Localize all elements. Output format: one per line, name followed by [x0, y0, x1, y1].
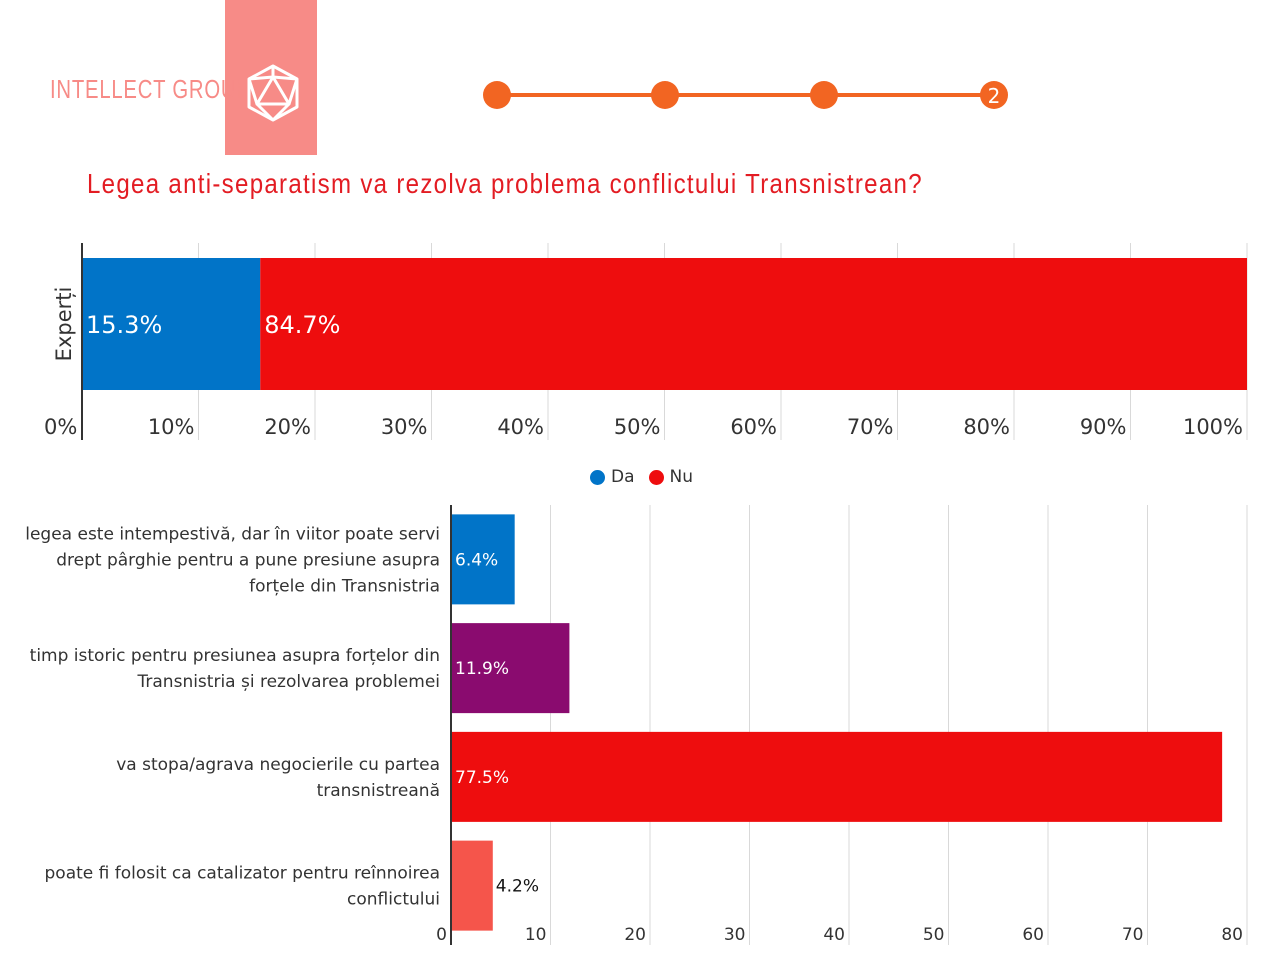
x-tick-label: 60%: [730, 415, 777, 439]
page-title: Legea anti-separatism va rezolva problem…: [87, 168, 923, 199]
x-tick-label: 40%: [497, 415, 544, 439]
category-label: conflictului: [347, 890, 440, 910]
step-dot[interactable]: [810, 81, 838, 109]
x-tick-label: 0: [436, 925, 447, 945]
category-label: timp istoric pentru presiunea asupra for…: [30, 646, 440, 666]
category-label: Transnistria și rezolvarea problemei: [137, 672, 440, 692]
brand-name: INTELLECT GROUP: [50, 74, 251, 104]
data-label: 84.7%: [264, 311, 340, 339]
bar-segment-nu: [260, 258, 1247, 390]
x-tick-label: 30%: [381, 415, 428, 439]
step-dot[interactable]: [483, 81, 511, 109]
legend-item-da[interactable]: Da: [590, 467, 635, 487]
y-axis-label: Experți: [52, 287, 76, 362]
x-tick-label: 20%: [264, 415, 311, 439]
x-tick-label: 20: [624, 925, 646, 945]
step-dot-current[interactable]: [980, 81, 1008, 109]
bar: [451, 623, 570, 714]
step-dot[interactable]: [651, 81, 679, 109]
x-tick-label: 100%: [1183, 415, 1243, 439]
category-label: forțele din Transnistria: [249, 576, 440, 596]
legend-item-nu[interactable]: Nu: [648, 467, 694, 487]
data-label: 15.3%: [86, 311, 162, 339]
x-tick-label: 60: [1022, 925, 1044, 945]
x-tick-label: 80: [1221, 925, 1243, 945]
legend-swatch-nu: [648, 469, 664, 485]
step-current-label: 2: [988, 84, 1001, 108]
category-label: legea este intempestivă, dar în viitor p…: [25, 524, 440, 544]
bar: [451, 731, 1223, 822]
bar: [451, 514, 515, 605]
chart-legend: Da Nu: [590, 467, 707, 487]
data-label: 77.5%: [455, 768, 509, 788]
x-tick-label: 70: [1122, 925, 1144, 945]
legend-label-da: Da: [611, 467, 635, 487]
bar-segment-da: [82, 258, 261, 390]
bar: [451, 840, 493, 931]
category-label: transnistreană: [317, 781, 440, 801]
x-tick-label: 50%: [614, 415, 661, 439]
x-tick-label: 40: [823, 925, 845, 945]
data-label: 11.9%: [455, 659, 509, 679]
legend-label-nu: Nu: [669, 467, 694, 487]
x-tick-label: 30: [724, 925, 746, 945]
category-label: poate fi folosit ca catalizator pentru r…: [45, 864, 441, 884]
x-tick-label: 70%: [847, 415, 894, 439]
x-tick-label: 80%: [963, 415, 1010, 439]
x-tick-label: 90%: [1080, 415, 1127, 439]
x-tick-label: 0%: [44, 415, 77, 439]
progress-stepper: 2: [483, 81, 1008, 109]
category-label: drept pârghie pentru a pune presiune asu…: [56, 550, 440, 570]
d20-dice-icon: [247, 64, 299, 122]
legend-swatch-da: [590, 469, 605, 485]
category-label: va stopa/agrava negocierile cu partea: [116, 755, 440, 775]
x-tick-label: 50: [923, 925, 945, 945]
data-label: 6.4%: [455, 550, 498, 570]
data-label: 4.2%: [496, 877, 539, 897]
x-tick-label: 10%: [148, 415, 195, 439]
x-tick-label: 10: [525, 925, 547, 945]
